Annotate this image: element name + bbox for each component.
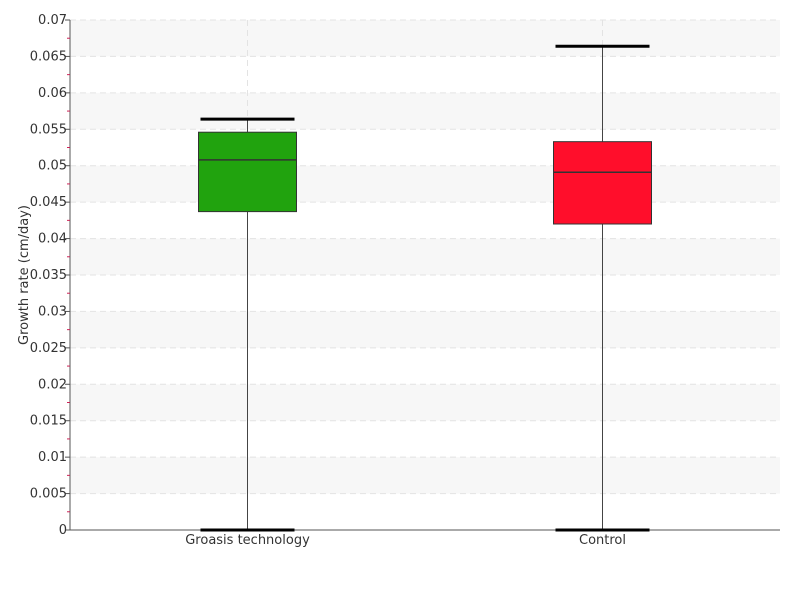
x-tick-label: Groasis technology — [185, 533, 310, 548]
y-tick-label: 0.06 — [38, 86, 67, 101]
y-tick-label: 0.07 — [38, 13, 67, 28]
y-tick-label: 0.035 — [30, 268, 67, 283]
x-tick-label: Control — [579, 533, 626, 548]
y-axis-label: Growth rate (cm/day) — [17, 205, 32, 345]
grid-band — [70, 311, 780, 348]
y-tick-label: 0.05 — [38, 159, 67, 174]
y-tick-label: 0.03 — [38, 304, 67, 319]
grid-band — [70, 165, 780, 203]
box-1 — [198, 131, 297, 213]
grid-band — [70, 92, 780, 130]
grid-band — [70, 384, 780, 421]
y-tick-label: 0.02 — [38, 377, 67, 392]
box-2 — [553, 141, 652, 225]
y-tick-label: 0.045 — [30, 195, 67, 210]
grid-band — [70, 20, 780, 57]
y-tick-label: 0.005 — [30, 487, 67, 502]
y-tick-label: 0.04 — [38, 232, 67, 247]
y-tick-label: 0.065 — [30, 49, 67, 64]
grid-band — [70, 457, 780, 494]
y-tick-label: 0.01 — [38, 450, 67, 465]
y-tick-label: 0.055 — [30, 122, 67, 137]
y-tick-label: 0 — [59, 523, 67, 538]
y-tick-label: 0.015 — [30, 414, 67, 429]
y-tick-label: 0.025 — [30, 341, 67, 356]
grid-band — [70, 238, 780, 275]
